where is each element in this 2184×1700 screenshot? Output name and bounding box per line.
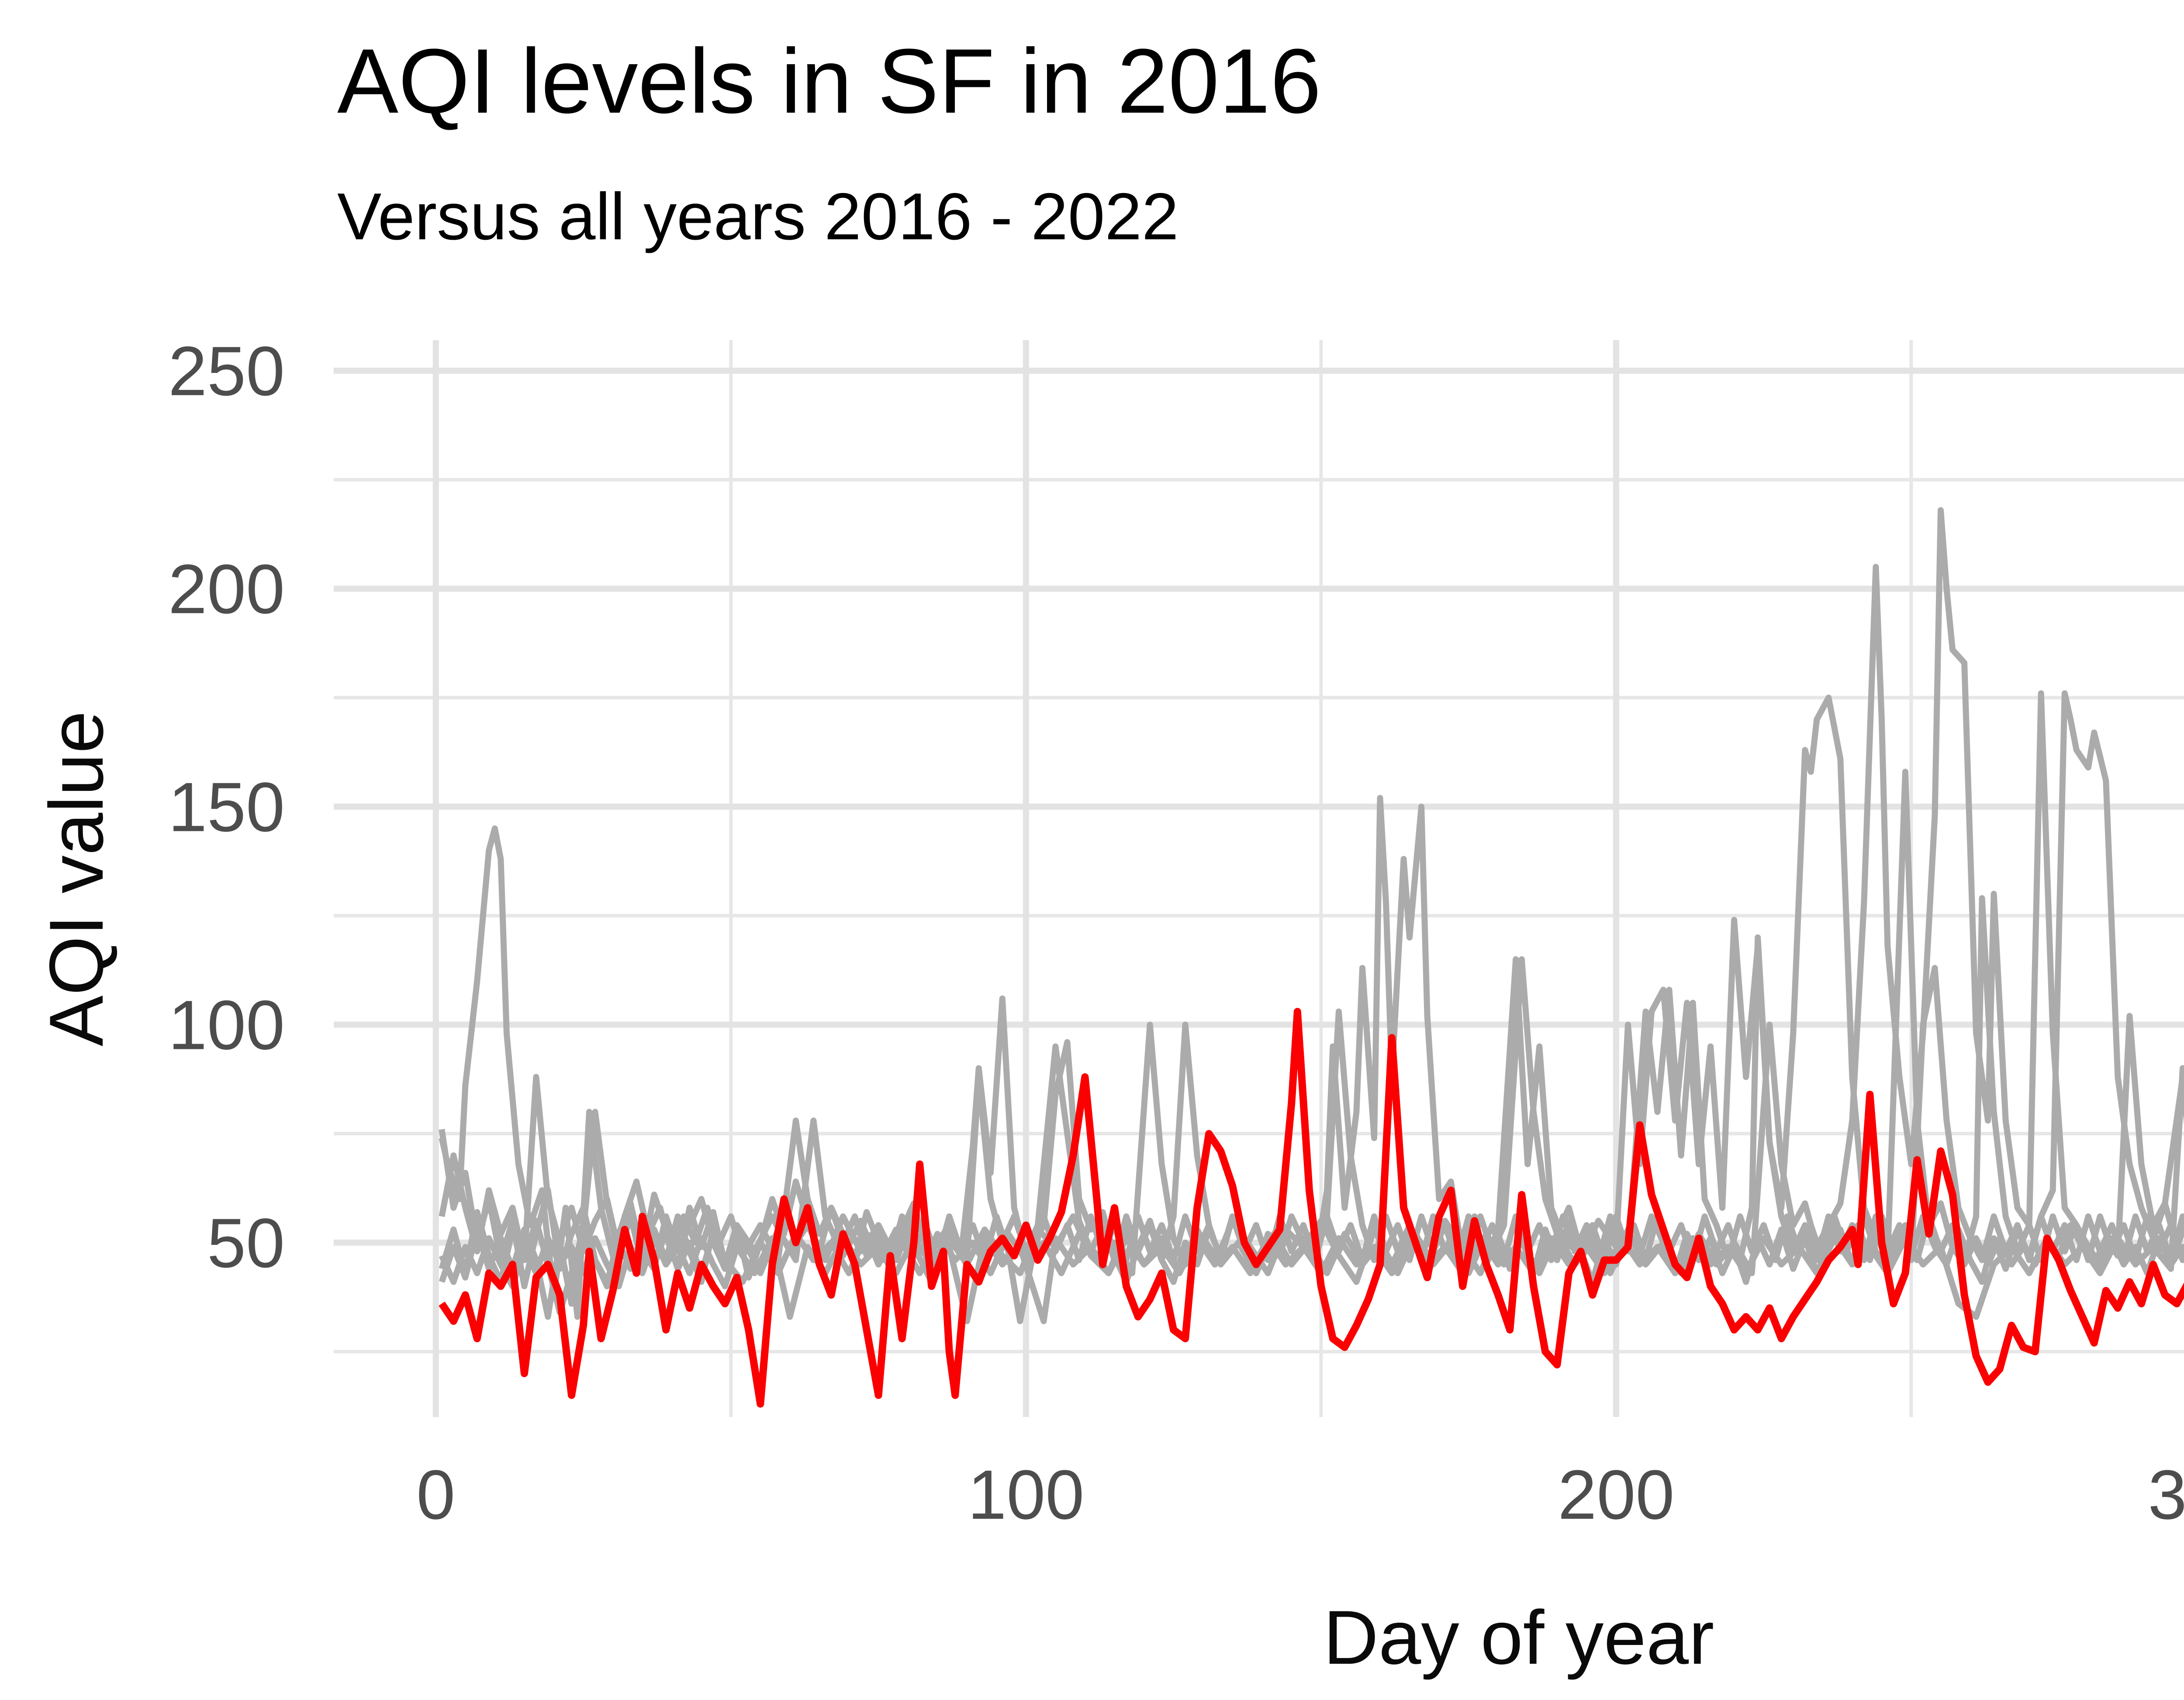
chart-title: AQI levels in SF in 2016 <box>337 30 1321 132</box>
x-axis-tick-labels: 0 100 200 300 <box>416 1455 2184 1534</box>
data-series-lines <box>439 507 2184 1408</box>
x-tick-label: 0 <box>416 1455 455 1534</box>
chart-subtitle: Versus all years 2016 - 2022 <box>337 179 1179 254</box>
x-tick-label: 100 <box>968 1455 1084 1534</box>
y-axis-tick-labels: 50 100 150 200 250 <box>168 332 285 1282</box>
series-line-2016 <box>439 1008 2184 1408</box>
x-tick-label: 300 <box>2148 1455 2184 1534</box>
series-line-2022 <box>439 825 2184 1324</box>
y-axis-title: AQI value <box>34 711 119 1046</box>
x-tick-label: 200 <box>1558 1455 1674 1534</box>
y-tick-label: 100 <box>168 986 285 1064</box>
y-tick-label: 150 <box>168 768 285 846</box>
series-line-2018 <box>439 694 2184 1316</box>
y-tick-label: 200 <box>168 550 285 628</box>
y-tick-label: 250 <box>168 332 285 410</box>
x-axis-title: Day of year <box>1324 1595 1714 1680</box>
y-tick-label: 50 <box>207 1204 285 1282</box>
